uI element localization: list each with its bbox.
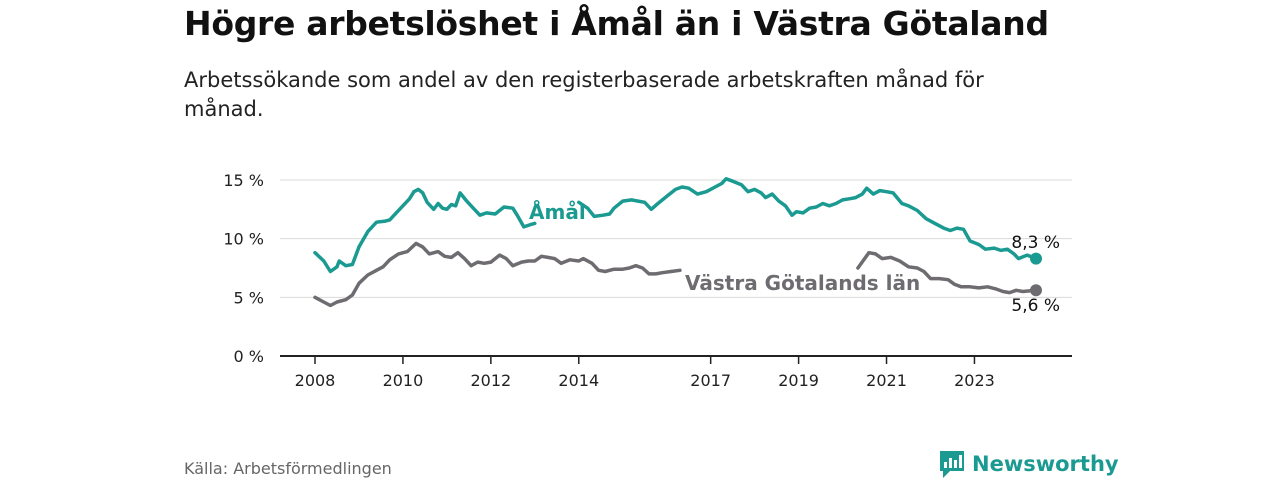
x-tick-label: 2021 <box>866 371 907 390</box>
series-lines <box>313 177 1042 308</box>
series-line-amal <box>313 187 537 274</box>
source-note: Källa: Arbetsförmedlingen <box>184 459 392 478</box>
x-tick-label: 2017 <box>690 371 731 390</box>
y-tick-label: 0 % <box>234 347 264 366</box>
y-tick-label: 15 % <box>223 171 264 190</box>
gridlines <box>280 179 1072 357</box>
line-chart: 0 %5 %10 %15 % 2008 2010 2012 2014 2017 2019 2… <box>223 171 1072 390</box>
x-tick-label: 2008 <box>295 371 336 390</box>
brand-name: Newsworthy <box>972 452 1119 476</box>
series-label-vastra-gotaland: Västra Götalands län <box>685 271 920 295</box>
x-tick-label: 2014 <box>558 371 599 390</box>
x-tick-label: 2023 <box>954 371 995 390</box>
chart-subtitle: Arbetssökande som andel av den registerb… <box>184 68 984 121</box>
x-tick-label: 2012 <box>470 371 511 390</box>
end-point-amal <box>1030 252 1042 265</box>
series-label-amal: Åmål <box>529 200 586 224</box>
series-line-vastra-gotaland <box>856 250 1038 295</box>
x-tick-label: 2019 <box>778 371 819 390</box>
y-axis: 0 % 5 % 10 % 15 % <box>223 171 264 366</box>
y-tick-label: 10 % <box>223 230 264 249</box>
series-line-amal <box>577 177 1038 261</box>
end-point-vastra-gotaland <box>1030 284 1042 297</box>
series-labels: Åmål Västra Götalands län 8,3 % 5,6 % <box>529 200 1060 316</box>
newsworthy-logo-icon <box>940 451 964 478</box>
end-value-label-amal: 8,3 % <box>1011 233 1060 253</box>
x-tick-label: 2010 <box>383 371 424 390</box>
brand-logo: Newsworthy <box>938 449 1119 479</box>
chart-title: Högre arbetslöshet i Åmål än i Västra Gö… <box>184 4 1049 43</box>
y-tick-label: 5 % <box>234 288 264 307</box>
x-axis: 2008 2010 2012 2014 2017 2019 2021 2023 <box>295 356 995 390</box>
series-line-vastra-gotaland <box>313 241 682 308</box>
end-value-label-vastra-gotaland: 5,6 % <box>1011 296 1060 316</box>
